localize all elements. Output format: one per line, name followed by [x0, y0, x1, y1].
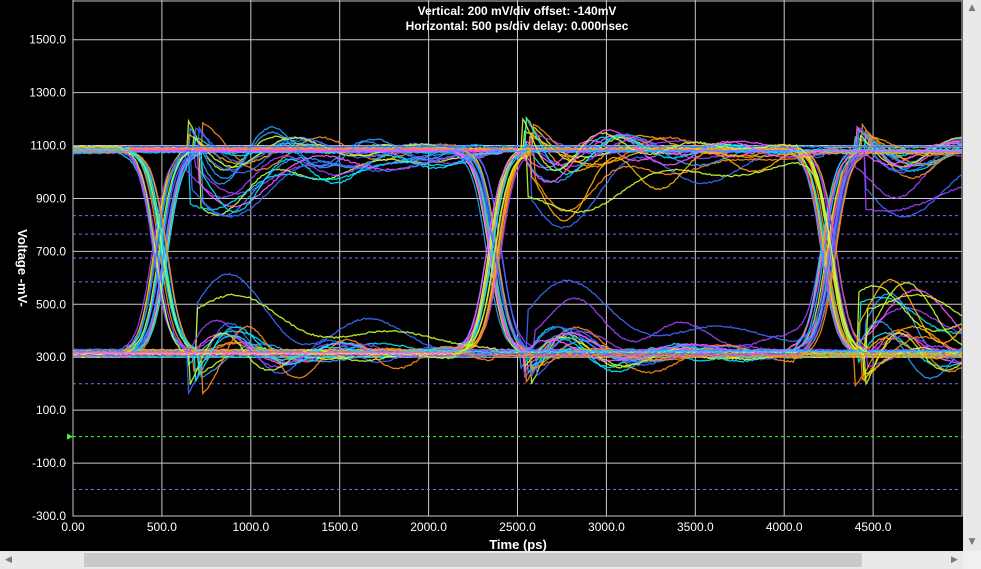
vertical-scrollbar[interactable]: ▲ ▼ [963, 0, 981, 551]
eye-trace [73, 147, 962, 354]
eye-diagram-chart: 0.00 500.0 1000.0 1500.0 2000.0 2500.0 3000.0 3… [15, 0, 963, 551]
eye-trace [73, 126, 962, 380]
horizontal-scroll-thumb[interactable] [84, 553, 862, 567]
eye-trace [73, 144, 962, 149]
eye-trace [73, 129, 962, 355]
eye-trace [73, 148, 962, 371]
scroll-left-arrow-icon[interactable]: ◀ [5, 555, 12, 565]
y-tick-label: 100.0 [36, 403, 66, 417]
x-tick-label: 3000.0 [588, 520, 625, 534]
scroll-right-arrow-icon[interactable]: ▶ [951, 555, 958, 565]
x-axis-title: Time (ps) [489, 537, 547, 551]
y-tick-label: 700.0 [36, 244, 66, 258]
x-tick-label: 4500.0 [855, 520, 892, 534]
eye-trace [73, 149, 962, 352]
horizontal-scale-info: Horizontal: 500 ps/div delay: 0.000nsec [406, 19, 629, 33]
eye-trace [73, 134, 962, 369]
y-tick-label: -100.0 [32, 456, 66, 470]
y-tick-label: 300.0 [36, 350, 66, 364]
scroll-down-arrow-icon[interactable]: ▼ [968, 537, 976, 547]
reference-lines [67, 215, 962, 491]
eye-trace [73, 117, 962, 386]
x-tick-label: 2000.0 [410, 520, 447, 534]
y-tick-label: 1500.0 [29, 33, 66, 47]
x-tick-label: 1000.0 [232, 520, 269, 534]
y-tick-label: 1300.0 [29, 86, 66, 100]
x-tick-label: 1500.0 [321, 520, 358, 534]
y-tick-label: 1100.0 [30, 139, 66, 153]
x-tick-label: 500.0 [147, 520, 177, 534]
scrollbar-corner [963, 551, 981, 569]
horizontal-scrollbar[interactable]: ◀ ▶ [0, 551, 963, 569]
x-tick-label: 0.00 [61, 520, 85, 534]
ground-marker-icon [67, 433, 73, 440]
eye-trace [73, 154, 962, 356]
eye-trace [73, 150, 962, 396]
y-tick-label: 500.0 [36, 297, 66, 311]
vertical-scale-info: Vertical: 200 mV/div offset: -140mV [418, 4, 617, 18]
eye-trace [73, 142, 962, 363]
tick-labels: 0.00 500.0 1000.0 1500.0 2000.0 2500.0 3000.0 3… [29, 33, 891, 534]
eye-trace [73, 134, 962, 370]
y-tick-label: 900.0 [36, 191, 66, 205]
x-tick-label: 2500.0 [499, 520, 536, 534]
y-axis-title: Voltage -mV- [15, 229, 30, 307]
x-tick-label: 3500.0 [677, 520, 714, 534]
eye-trace [73, 152, 962, 357]
eye-trace [73, 116, 962, 382]
scroll-up-arrow-icon[interactable]: ▲ [968, 3, 976, 13]
eye-trace [73, 125, 962, 373]
x-tick-label: 4000.0 [766, 520, 803, 534]
y-tick-label: -300.0 [32, 509, 66, 523]
eye-traces [73, 116, 962, 396]
